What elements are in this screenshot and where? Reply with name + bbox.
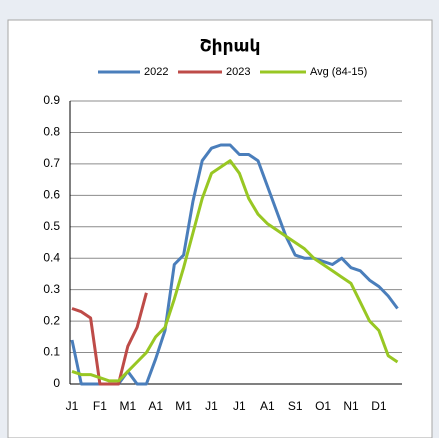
legend-label: 2022 (144, 66, 168, 78)
x-tick-label: F1 (93, 399, 107, 413)
x-tick-label: J1 (205, 399, 218, 413)
x-tick-label: D1 (371, 399, 387, 413)
y-tick-label: 0.9 (43, 93, 60, 107)
x-tick-label: O1 (315, 399, 331, 413)
x-tick-label: J1 (66, 399, 79, 413)
legend-label: 2023 (226, 66, 250, 78)
y-tick-label: 0.4 (43, 250, 60, 264)
y-tick-label: 0 (53, 376, 60, 390)
series-line (71, 292, 148, 386)
y-tick-label: 0.2 (43, 313, 60, 327)
series-line (71, 159, 399, 383)
x-tick-label: A1 (260, 399, 275, 413)
x-tick-label: M1 (175, 399, 192, 413)
y-tick-label: 0.5 (43, 219, 60, 233)
y-tick-label: 0.6 (43, 188, 60, 202)
x-tick-label: S1 (288, 399, 303, 413)
legend-label: Avg (84-15) (310, 66, 367, 78)
y-tick-label: 0.8 (43, 125, 60, 139)
chart-title: Շիրակ (200, 36, 261, 55)
x-tick-label: M1 (119, 399, 136, 413)
y-tick-label: 0.3 (43, 282, 60, 296)
chart-area (7, 19, 433, 438)
y-tick-label: 0.7 (43, 156, 60, 170)
x-tick-label: N1 (343, 399, 359, 413)
x-tick-label: J1 (233, 399, 246, 413)
y-tick-label: 0.1 (43, 345, 60, 359)
x-tick-label: A1 (148, 399, 163, 413)
